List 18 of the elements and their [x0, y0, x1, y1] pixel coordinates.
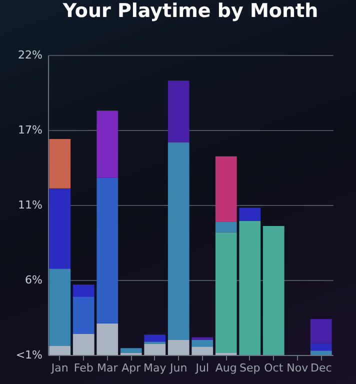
x-tick-label: Aug — [215, 362, 237, 374]
y-tick-label: 22% — [18, 48, 42, 62]
x-tick-label: Nov — [286, 362, 309, 374]
x-tick-label: Sep — [240, 362, 260, 374]
chart-title: Your Playtime by Month — [62, 0, 318, 22]
y-tick-label: <1% — [16, 348, 42, 362]
x-tick-label: Apr — [122, 362, 142, 374]
x-tick-label: Mar — [96, 362, 118, 374]
x-tick-label: Jan — [50, 362, 68, 374]
y-tick-label: 17% — [18, 124, 42, 136]
x-tick-label: Feb — [74, 362, 94, 374]
y-tick-label: 11% — [18, 198, 42, 212]
x-tick-label: Jul — [194, 362, 210, 374]
x-tick-label: Dec — [310, 362, 332, 374]
x-tick-label: Oct — [264, 362, 284, 374]
x-tick-label: Jun — [169, 362, 188, 374]
x-tick-label: May — [144, 362, 167, 374]
y-tick-label: 6% — [25, 274, 42, 286]
